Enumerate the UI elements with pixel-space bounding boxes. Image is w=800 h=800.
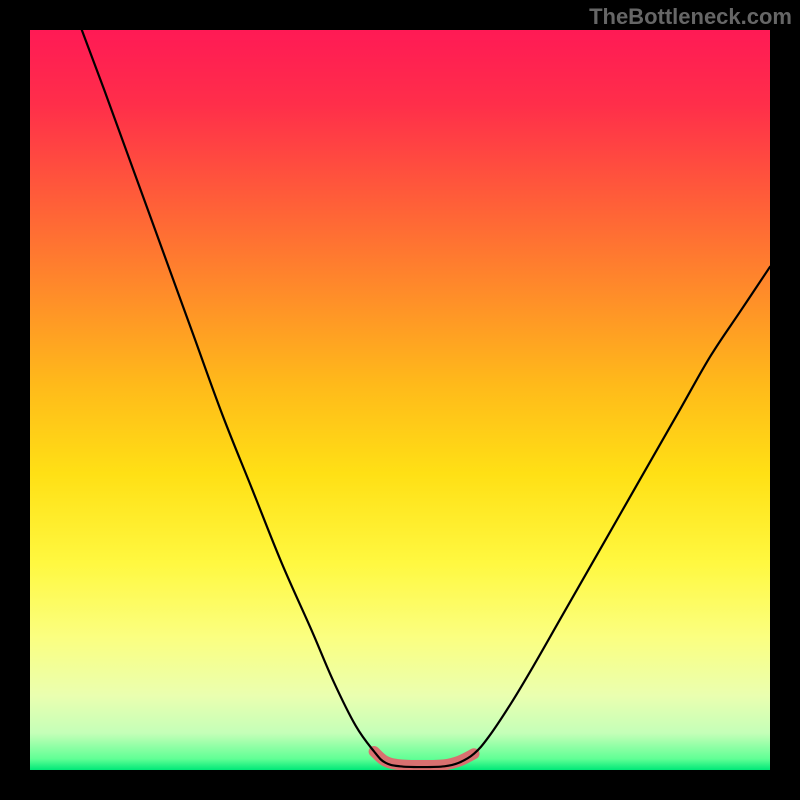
- chart-svg: [30, 30, 770, 770]
- watermark-text: TheBottleneck.com: [589, 4, 792, 30]
- gradient-background: [30, 30, 770, 770]
- plot-area: [30, 30, 770, 770]
- chart-container: TheBottleneck.com: [0, 0, 800, 800]
